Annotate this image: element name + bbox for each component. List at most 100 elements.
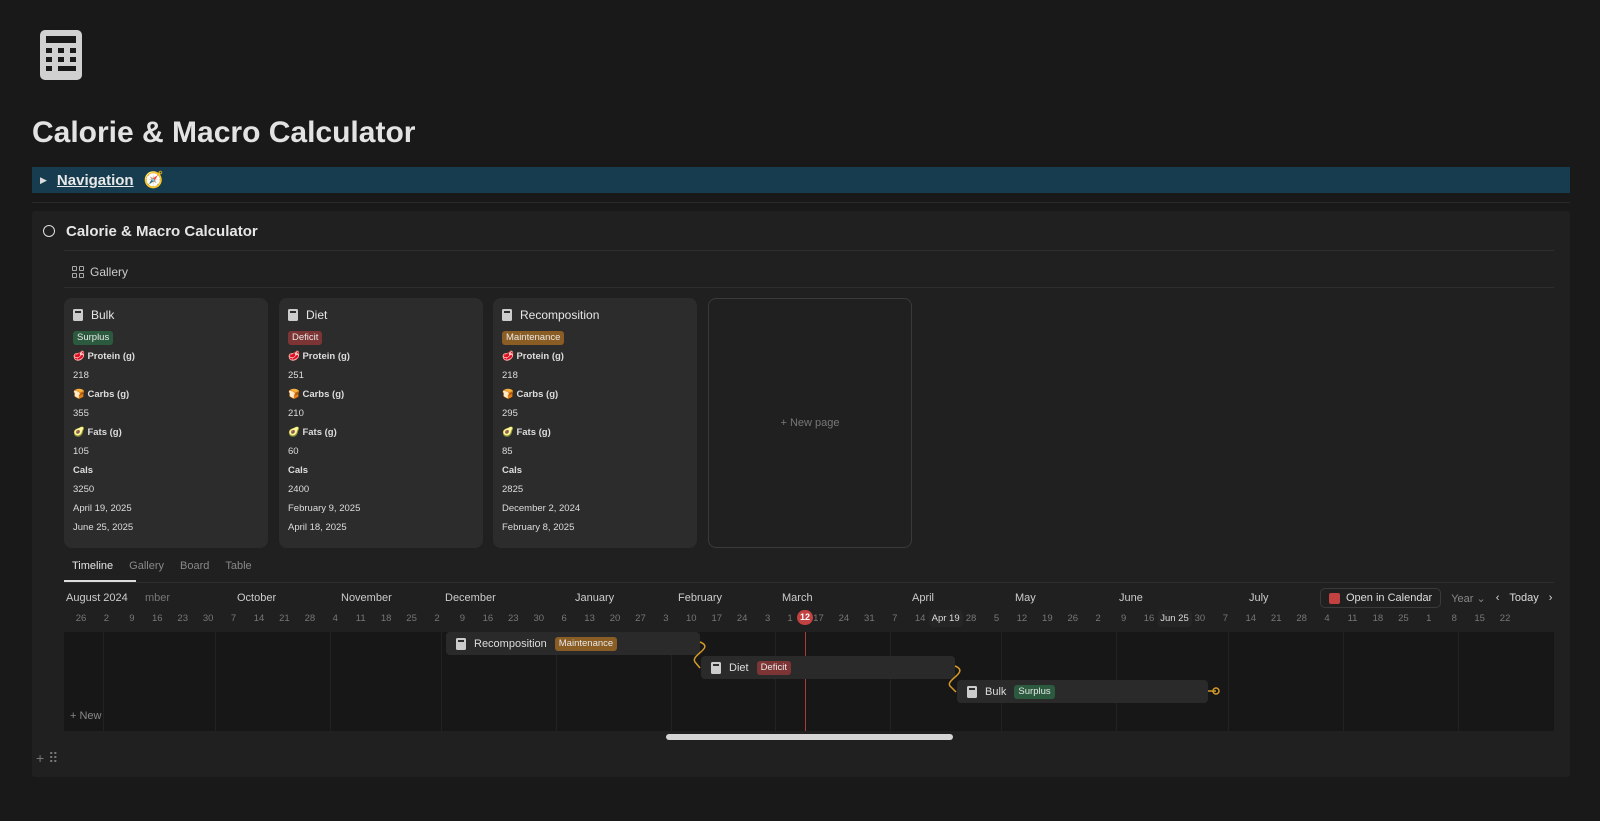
- month-label: May: [1015, 592, 1036, 604]
- end-date: February 8, 2025: [502, 522, 575, 533]
- carbs-value: 210: [288, 408, 304, 419]
- protein-value: 218: [73, 370, 89, 381]
- gallery-card[interactable]: Diet Deficit 🥩 Protein (g) 251 🍞 Carbs (g)…: [279, 298, 483, 548]
- cals-value: 2825: [502, 484, 524, 495]
- drag-handle[interactable]: ⠿: [48, 750, 59, 766]
- week-label: 23: [177, 613, 189, 624]
- tab-timeline[interactable]: Timeline: [72, 560, 114, 572]
- month-label: October: [237, 592, 277, 604]
- tab-board[interactable]: Board: [180, 560, 210, 572]
- fats-value: 85: [502, 446, 513, 457]
- week-label: 4: [332, 613, 338, 624]
- bar-label: Recomposition: [474, 637, 547, 650]
- week-label: 1: [1426, 613, 1432, 624]
- fats-label: 🥑 Fats (g): [73, 427, 122, 438]
- cals-label: Cals: [288, 465, 309, 476]
- month-gridline: [441, 632, 442, 731]
- view-tabs: Timeline Gallery Board Table: [72, 560, 252, 572]
- timeline-controls: Open in Calendar Year ⌄ ‹ Today ›: [1320, 588, 1552, 608]
- month-label: December: [445, 592, 496, 604]
- week-label: 17: [711, 613, 723, 624]
- week-label: 24: [736, 613, 748, 624]
- month-gridline: [1228, 632, 1229, 731]
- week-label: 8: [1451, 613, 1457, 624]
- cals-label: Cals: [502, 465, 523, 476]
- week-label: Apr 19: [931, 613, 960, 624]
- new-page-button[interactable]: + New page: [708, 298, 912, 548]
- bar-label: Diet: [729, 661, 749, 674]
- week-label: 25: [1398, 613, 1409, 624]
- week-label: 3: [764, 613, 771, 624]
- view-label: Gallery: [90, 265, 129, 279]
- calculator-icon: [456, 637, 466, 650]
- database-title[interactable]: Calorie & Macro Calculator: [66, 223, 258, 240]
- prev-button[interactable]: ‹: [1495, 592, 1500, 604]
- month-label: November: [341, 592, 392, 604]
- gallery-card[interactable]: Recomposition Maintenance 🥩 Protein (g) 2…: [493, 298, 697, 548]
- month-label: mber: [145, 592, 171, 604]
- status-tag: Maintenance: [502, 331, 565, 345]
- open-in-calendar-button[interactable]: Open in Calendar: [1320, 588, 1442, 608]
- week-label: 26: [1067, 613, 1079, 624]
- week-label: 11: [355, 613, 366, 624]
- status-tag: Deficit: [756, 660, 791, 675]
- week-label: 18: [380, 613, 392, 624]
- gallery-icon: [72, 266, 84, 278]
- week-label: 7: [1222, 613, 1228, 624]
- open-calendar-label: Open in Calendar: [1346, 592, 1433, 604]
- card-name: Recomposition: [520, 308, 600, 322]
- calculator-icon: [73, 309, 83, 321]
- week-label: 28: [1296, 613, 1307, 624]
- triangle-icon[interactable]: ▶: [40, 174, 47, 185]
- week-label: 17: [813, 613, 824, 624]
- timeline-bar-bulk[interactable]: Bulk Surplus: [957, 680, 1208, 703]
- start-date: December 2, 2024: [502, 503, 581, 514]
- start-date: April 19, 2025: [73, 503, 132, 514]
- tab-table[interactable]: Table: [225, 560, 252, 572]
- protein-value: 218: [502, 370, 518, 381]
- navigation-toggle[interactable]: ▶ Navigation 🧭: [32, 167, 1570, 193]
- divider: [64, 287, 1554, 288]
- calendar-icon: [1329, 592, 1340, 604]
- today-line: [805, 632, 806, 731]
- horizontal-scrollbar[interactable]: [666, 734, 953, 740]
- circle-icon: [43, 225, 55, 237]
- week-label: 18: [1372, 613, 1384, 624]
- week-label: Jun 25: [1160, 613, 1189, 624]
- add-block-button[interactable]: +: [36, 750, 45, 766]
- week-label: 30: [1194, 613, 1206, 624]
- carbs-value: 295: [502, 408, 518, 419]
- week-label: 11: [1347, 613, 1358, 624]
- week-label: 1: [787, 613, 793, 624]
- timeline-bar-recomposition[interactable]: Recomposition Maintenance: [446, 632, 700, 655]
- view-gallery[interactable]: Gallery: [72, 265, 128, 279]
- gallery-card[interactable]: Bulk Surplus 🥩 Protein (g) 218 🍞 Carbs (g)…: [64, 298, 268, 548]
- timeline-bar-diet[interactable]: Diet Deficit: [701, 656, 955, 679]
- week-label: 30: [202, 613, 214, 624]
- week-label: 14: [253, 613, 265, 624]
- week-label: 9: [129, 613, 135, 624]
- month-label: March: [782, 592, 813, 604]
- card-name: Diet: [306, 308, 328, 322]
- calculator-icon: [288, 309, 298, 321]
- week-label: 4: [1324, 613, 1330, 624]
- week-label: 12: [1016, 613, 1028, 624]
- month-label: July: [1249, 592, 1269, 604]
- week-label: 19: [1042, 613, 1053, 624]
- start-date: February 9, 2025: [288, 503, 361, 514]
- scale-select[interactable]: Year ⌄: [1451, 592, 1486, 605]
- week-label: 3: [663, 613, 669, 624]
- divider: [32, 202, 1570, 203]
- month-gridline: [215, 632, 216, 731]
- tab-gallery[interactable]: Gallery: [129, 560, 165, 572]
- next-button[interactable]: ›: [1548, 592, 1553, 604]
- month-gridline: [330, 632, 331, 731]
- compass-icon: 🧭: [143, 172, 164, 189]
- navigation-link[interactable]: Navigation: [56, 171, 134, 189]
- month-label: June: [1119, 592, 1143, 604]
- week-label: 7: [230, 613, 237, 624]
- card-name: Bulk: [91, 308, 115, 322]
- new-item-button[interactable]: + New: [70, 710, 102, 722]
- today-button[interactable]: Today: [1509, 592, 1539, 604]
- week-label: 28: [304, 613, 316, 624]
